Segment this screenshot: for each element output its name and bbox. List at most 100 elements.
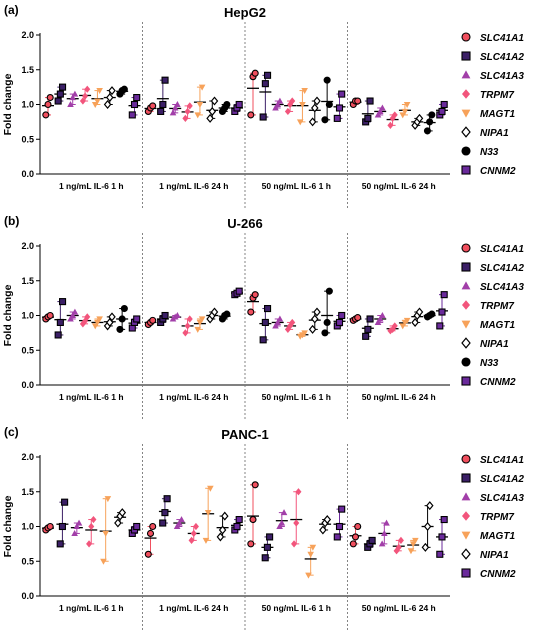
data-point [79, 97, 86, 105]
chart-title: U-266 [227, 216, 262, 231]
legend-marker-slc41a1 [461, 454, 471, 464]
series-slc41a2 [56, 495, 376, 562]
data-point [293, 519, 300, 527]
data-point [67, 101, 74, 108]
data-point [378, 540, 386, 547]
series-slc41a2 [54, 298, 374, 344]
data-point [374, 111, 382, 118]
legend-marker-nipa1 [461, 126, 471, 138]
data-point [368, 536, 376, 544]
data-point [169, 109, 177, 116]
data-point [58, 522, 66, 531]
data-point [149, 102, 157, 110]
data-point [266, 533, 274, 541]
series-slc41a2 [54, 71, 374, 126]
data-point [192, 522, 199, 531]
data-point [216, 532, 225, 542]
data-point [188, 536, 195, 544]
data-point [438, 533, 446, 541]
data-point [423, 127, 431, 135]
data-point [73, 523, 81, 530]
series-magt1 [99, 485, 420, 579]
y-tick-label: 0.0 [21, 380, 34, 390]
data-point [440, 291, 448, 299]
data-point [210, 96, 219, 106]
y-axis-label: Fold change [2, 495, 14, 557]
data-point [289, 318, 296, 327]
legend-marker-slc41a3 [461, 70, 471, 79]
data-point [323, 76, 331, 84]
data-point [338, 505, 346, 513]
legend-label: MAGT1 [480, 320, 515, 331]
data-point [90, 515, 97, 524]
data-point [196, 101, 204, 108]
data-point [440, 515, 448, 524]
data-point [308, 324, 317, 334]
data-point [88, 522, 95, 531]
data-point [69, 94, 77, 101]
legend-marker-slc41a2 [461, 262, 471, 272]
legend-label: TRPM7 [480, 90, 514, 101]
series-slc41a3 [66, 90, 387, 118]
data-point [133, 94, 141, 102]
data-point [251, 481, 259, 489]
legend-label: MAGT1 [480, 531, 515, 542]
chart-title: HepG2 [224, 5, 266, 20]
data-point [274, 319, 282, 325]
y-tick-label: 1.0 [21, 522, 34, 532]
data-point [223, 100, 231, 109]
series-trpm7 [79, 313, 399, 337]
series-slc41a3 [66, 308, 387, 329]
data-point [182, 329, 189, 337]
series-cnnm2 [128, 90, 448, 122]
legend: SLC41A1 SLC41A2 SLC41A3 TRPM7 MAGT1 NIPA1 N33 C… [461, 32, 524, 177]
data-point [42, 111, 50, 119]
data-point [96, 316, 103, 323]
data-point [305, 572, 312, 579]
data-point [376, 108, 384, 114]
data-point [354, 522, 362, 531]
data-point [333, 533, 341, 541]
data-point [184, 322, 191, 330]
y-axis-label: Fold change [2, 73, 14, 135]
data-point [299, 101, 306, 108]
data-point [387, 121, 394, 129]
data-point [208, 106, 217, 116]
data-point [86, 540, 93, 548]
x-tick-label: 50 ng/mL IL-6 24 h [362, 181, 436, 191]
data-point [176, 519, 183, 526]
data-point [67, 315, 74, 322]
data-point [403, 317, 411, 324]
data-point [391, 322, 398, 330]
data-point [280, 509, 288, 516]
data-point [338, 90, 346, 98]
y-axis-label: Fold change [2, 284, 14, 346]
data-point [412, 537, 419, 544]
legend-label: SLC41A3 [480, 282, 524, 293]
data-point [120, 304, 128, 313]
data-point [276, 315, 284, 322]
series-magt1 [91, 316, 411, 340]
data-point [118, 315, 126, 323]
data-point [102, 530, 109, 537]
data-point [106, 93, 114, 103]
data-point [59, 298, 67, 306]
data-point [401, 108, 409, 115]
data-point [295, 488, 302, 496]
data-point [190, 529, 197, 538]
data-point [261, 80, 269, 88]
legend-marker-n33 [461, 357, 471, 367]
legend-marker-trpm7 [462, 89, 470, 99]
legend-label: CNNM2 [480, 377, 516, 388]
data-point [366, 97, 374, 105]
data-point [261, 318, 269, 327]
y-tick-label: 1.5 [21, 487, 34, 497]
data-point [84, 313, 91, 321]
legend-marker-n33 [461, 146, 471, 156]
legend-label: CNNM2 [480, 569, 516, 580]
data-point [366, 315, 374, 323]
data-point [235, 515, 243, 524]
data-point [100, 558, 107, 565]
x-tick-label: 1 ng/mL IL-6 24 h [159, 392, 228, 402]
